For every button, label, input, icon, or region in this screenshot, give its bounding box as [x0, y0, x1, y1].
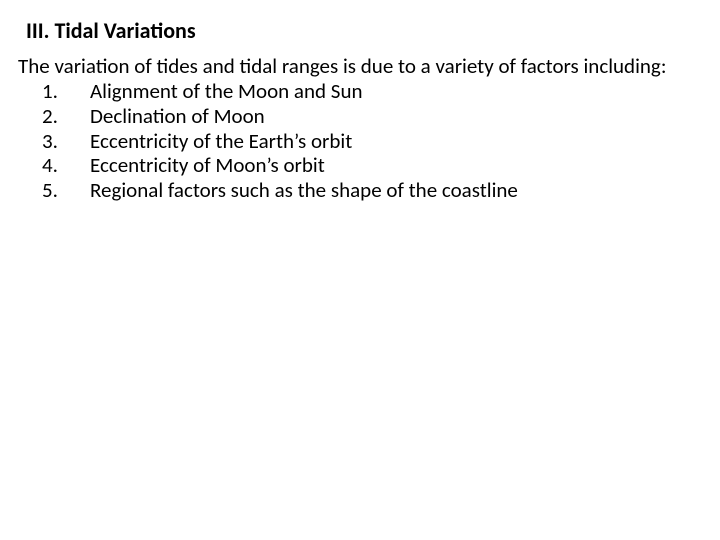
- item-text: Regional factors such as the shape of th…: [90, 177, 518, 203]
- factors-list: 1.Alignment of the Moon and Sun 2.Declin…: [18, 79, 702, 203]
- item-text: Alignment of the Moon and Sun: [90, 78, 363, 104]
- section-heading: III. Tidal Variations: [26, 18, 702, 44]
- list-item: 1.Alignment of the Moon and Sun: [18, 79, 702, 104]
- intro-text: The variation of tides and tidal ranges …: [18, 54, 702, 79]
- slide: III. Tidal Variations The variation of t…: [0, 0, 720, 540]
- item-text: Declination of Moon: [90, 103, 265, 129]
- item-number: 2.: [66, 104, 90, 129]
- item-text: Eccentricity of the Earth’s orbit: [90, 128, 352, 154]
- list-item: 4.Eccentricity of Moon’s orbit: [18, 153, 702, 178]
- list-item: 2.Declination of Moon: [18, 104, 702, 129]
- item-number: 5.: [66, 178, 90, 203]
- list-item: 3.Eccentricity of the Earth’s orbit: [18, 129, 702, 154]
- list-item: 5.Regional factors such as the shape of …: [18, 178, 702, 203]
- item-number: 3.: [66, 129, 90, 154]
- item-number: 4.: [66, 153, 90, 178]
- item-text: Eccentricity of Moon’s orbit: [90, 152, 325, 178]
- item-number: 1.: [66, 79, 90, 104]
